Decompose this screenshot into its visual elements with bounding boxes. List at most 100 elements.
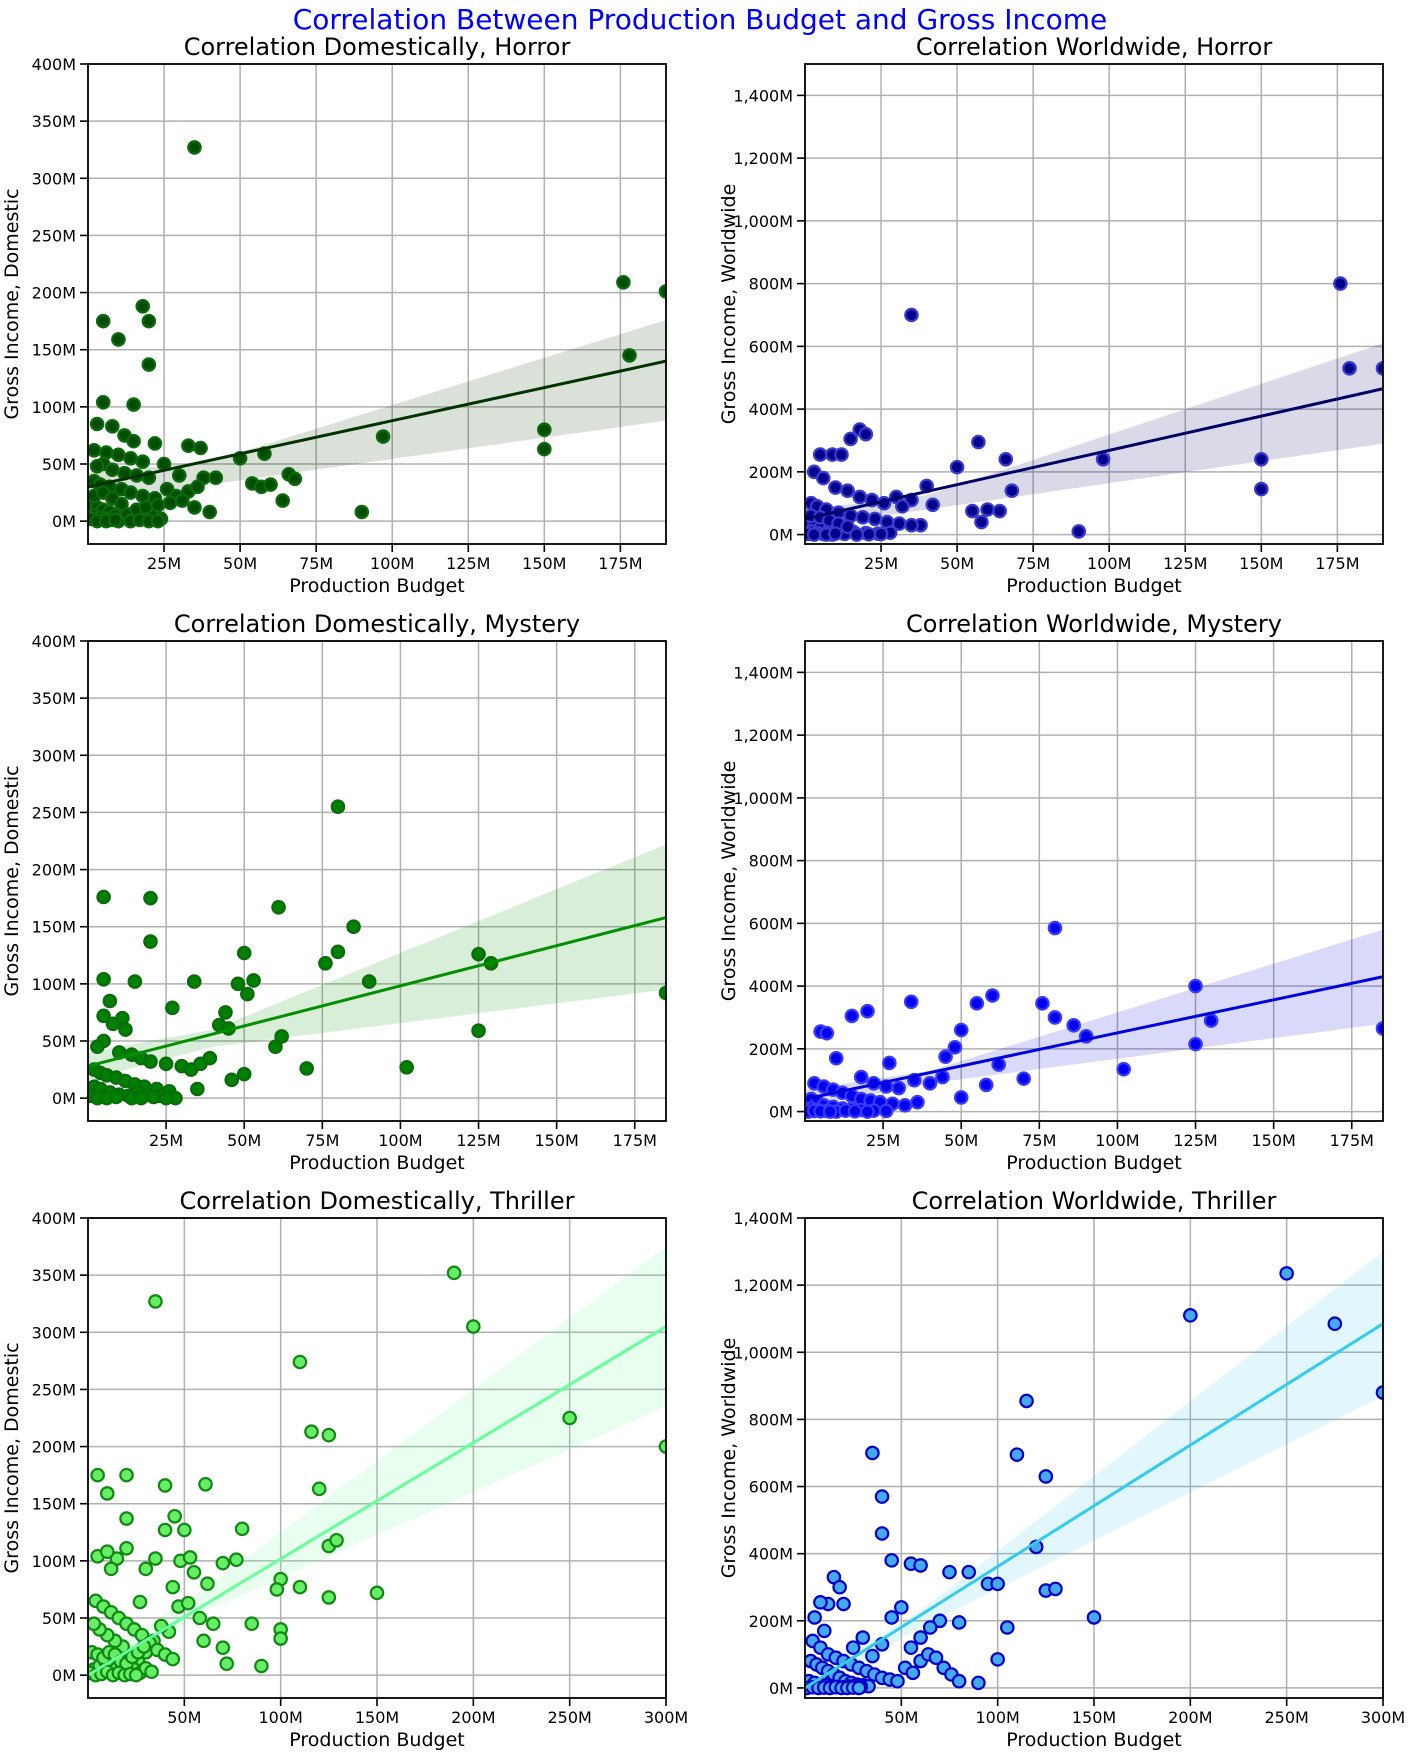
data-point xyxy=(321,1427,337,1443)
y-tick-label: 400M xyxy=(749,400,793,419)
data-point xyxy=(162,495,178,511)
data-point xyxy=(287,471,303,487)
data-point xyxy=(1116,1061,1131,1077)
data-point xyxy=(171,468,187,483)
data-point xyxy=(118,1022,133,1037)
data-point xyxy=(175,493,190,508)
data-point xyxy=(897,1098,913,1113)
subplot: 25M 50M 75M 100M 125M 150M 175M 0M 200M 400M 600M 8… xyxy=(718,33,1384,597)
data-point xyxy=(190,1081,205,1097)
data-point xyxy=(224,1072,240,1088)
data-point xyxy=(1327,1316,1343,1332)
x-axis-label: Production Budget xyxy=(1006,1152,1181,1174)
y-tick-label: 50M xyxy=(42,1609,76,1628)
x-tick-label: 150M xyxy=(1239,554,1283,573)
data-point xyxy=(157,1522,173,1538)
x-axis-label: Production Budget xyxy=(1006,575,1181,597)
data-point xyxy=(299,1061,315,1076)
data-point xyxy=(126,397,141,412)
x-tick-label: 75M xyxy=(299,554,333,573)
data-point xyxy=(998,451,1014,467)
regression-line xyxy=(805,975,1383,1101)
data-point xyxy=(819,1025,835,1041)
data-point xyxy=(616,274,631,290)
data-point xyxy=(236,945,252,961)
data-point xyxy=(321,1590,337,1605)
data-point xyxy=(123,485,138,500)
data-point xyxy=(96,889,111,905)
data-point xyxy=(215,1555,231,1571)
data-point xyxy=(89,416,105,432)
data-point xyxy=(143,890,158,906)
y-axis-label: Gross Income, Worldwide xyxy=(718,1338,740,1579)
plot-area xyxy=(805,1251,1383,1696)
data-point xyxy=(855,1630,871,1645)
data-point xyxy=(1035,996,1050,1011)
y-tick-label: 150M xyxy=(32,341,76,360)
x-tick-label: 100M xyxy=(975,1708,1019,1727)
data-point xyxy=(446,1265,462,1281)
x-tick-label: 50M xyxy=(940,554,974,573)
data-point xyxy=(990,1652,1005,1667)
data-point xyxy=(1048,1581,1063,1597)
data-point xyxy=(330,799,346,815)
subplot: 25M 50M 75M 100M 125M 150M 175M 0M 200M 400M 600M 8… xyxy=(718,610,1384,1174)
x-tick-label: 175M xyxy=(1330,1131,1374,1150)
data-point xyxy=(157,1478,173,1493)
data-point xyxy=(904,517,919,533)
data-point xyxy=(884,1553,899,1568)
data-point xyxy=(269,1582,285,1597)
x-tick-label: 150M xyxy=(522,554,566,573)
y-tick-label: 600M xyxy=(749,337,793,356)
data-point xyxy=(271,899,286,915)
data-point xyxy=(858,426,874,442)
subplot-title: Correlation Domestically, Horror xyxy=(184,33,571,61)
data-point xyxy=(254,1658,269,1674)
data-point xyxy=(177,1522,192,1538)
y-tick-label: 1,000M xyxy=(733,212,793,231)
data-point xyxy=(947,1039,963,1055)
data-point xyxy=(1375,1021,1383,1036)
data-point xyxy=(894,1600,909,1615)
y-tick-label: 600M xyxy=(749,914,793,933)
data-point xyxy=(198,1476,213,1492)
data-point xyxy=(399,1059,414,1075)
x-tick-label: 125M xyxy=(1173,1131,1217,1150)
y-tick-label: 400M xyxy=(749,977,793,996)
data-point xyxy=(816,1623,832,1639)
data-point xyxy=(904,307,919,323)
data-point xyxy=(815,470,831,486)
y-tick-label: 250M xyxy=(32,803,76,822)
data-point xyxy=(229,1552,244,1568)
data-point xyxy=(938,1049,953,1064)
data-point xyxy=(236,1066,252,1082)
data-point xyxy=(999,1620,1015,1635)
regression-line xyxy=(88,359,666,489)
data-point xyxy=(1038,1469,1054,1484)
figure-suptitle: Correlation Between Production Budget an… xyxy=(293,3,1108,36)
data-point xyxy=(969,996,985,1011)
data-point xyxy=(96,1008,111,1024)
data-point xyxy=(951,1673,967,1689)
data-point xyxy=(346,919,361,935)
data-point xyxy=(138,500,154,515)
data-point xyxy=(141,313,157,329)
data-point xyxy=(318,955,333,971)
y-tick-label: 350M xyxy=(32,112,76,131)
plot-area xyxy=(805,920,1383,1119)
y-tick-label: 100M xyxy=(32,1552,76,1571)
data-point xyxy=(135,298,151,314)
data-point xyxy=(127,974,143,989)
data-point xyxy=(832,1579,847,1595)
data-point xyxy=(1203,1013,1219,1028)
x-tick-label: 100M xyxy=(258,1708,302,1727)
data-point xyxy=(187,500,202,515)
data-point xyxy=(192,1610,208,1626)
axes-frame xyxy=(804,640,1384,1122)
subplot-title: Correlation Domestically, Mystery xyxy=(174,610,580,638)
data-point xyxy=(90,1467,105,1483)
x-tick-label: 100M xyxy=(1095,1131,1139,1150)
data-point xyxy=(1375,361,1383,376)
y-tick-label: 200M xyxy=(749,463,793,482)
data-point xyxy=(114,496,129,512)
